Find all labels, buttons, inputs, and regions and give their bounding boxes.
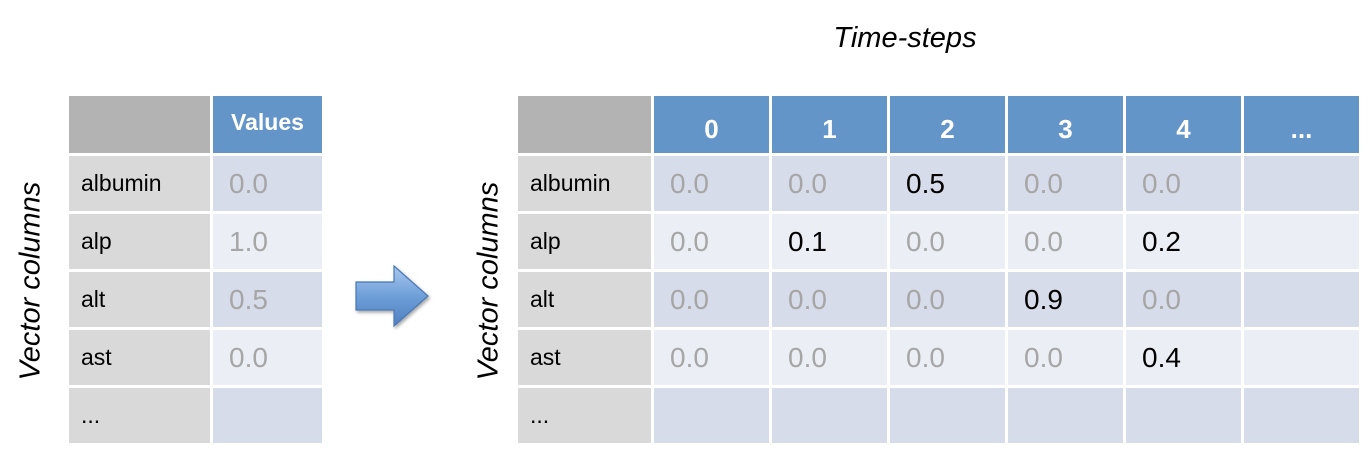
row-label: albumin bbox=[515, 153, 654, 214]
right-arrow-icon bbox=[355, 264, 429, 328]
value-cell bbox=[1123, 385, 1244, 446]
value-cell bbox=[1241, 269, 1362, 330]
value-cell: 0.0 bbox=[210, 327, 325, 388]
value-cell: 0.5 bbox=[887, 153, 1008, 214]
value-cell: 0.0 bbox=[769, 153, 890, 214]
table-row: alt 0.0 0.0 0.0 0.9 0.0 bbox=[515, 269, 1362, 330]
table-row: albumin 0.0 0.0 0.5 0.0 0.0 bbox=[515, 153, 1362, 214]
value-cell bbox=[769, 385, 890, 446]
value-cell: 0.0 bbox=[769, 327, 890, 388]
table-row: alp 1.0 bbox=[66, 211, 325, 272]
time-step-header: 4 bbox=[1123, 93, 1244, 156]
time-steps-table-corner bbox=[515, 93, 654, 156]
row-label: ... bbox=[66, 385, 213, 446]
table-row: alt 0.5 bbox=[66, 269, 325, 330]
value-cell: 0.9 bbox=[1005, 269, 1126, 330]
value-cell: 0.5 bbox=[210, 269, 325, 330]
value-cell bbox=[1241, 327, 1362, 388]
left-vector-columns-label: Vector columns bbox=[14, 181, 47, 381]
value-cell: 0.0 bbox=[887, 211, 1008, 272]
value-cell: 0.0 bbox=[769, 269, 890, 330]
table-row: ... bbox=[66, 385, 325, 446]
value-cell: 0.0 bbox=[887, 327, 1008, 388]
value-cell: 0.0 bbox=[1123, 269, 1244, 330]
value-cell: 0.4 bbox=[1123, 327, 1244, 388]
time-step-header: 3 bbox=[1005, 93, 1126, 156]
value-cell: 1.0 bbox=[210, 211, 325, 272]
value-cell bbox=[651, 385, 772, 446]
table-row: ast 0.0 0.0 0.0 0.0 0.4 bbox=[515, 327, 1362, 388]
table-row: ast 0.0 bbox=[66, 327, 325, 388]
value-cell: 0.0 bbox=[651, 211, 772, 272]
row-label: ast bbox=[515, 327, 654, 388]
right-vector-columns-label: Vector columns bbox=[472, 181, 505, 381]
value-cell bbox=[1241, 153, 1362, 214]
value-cell: 0.2 bbox=[1123, 211, 1244, 272]
value-cell: 0.0 bbox=[1005, 211, 1126, 272]
value-cell: 0.0 bbox=[651, 269, 772, 330]
value-cell bbox=[1241, 211, 1362, 272]
value-cell bbox=[1005, 385, 1126, 446]
time-step-header: 0 bbox=[651, 93, 772, 156]
row-label: ast bbox=[66, 327, 213, 388]
value-cell bbox=[1241, 385, 1362, 446]
row-label: ... bbox=[515, 385, 654, 446]
time-steps-table: 0 1 2 3 4 ... albumin 0.0 0.0 0.5 0.0 0.… bbox=[515, 93, 1362, 446]
table-row: albumin 0.0 bbox=[66, 153, 325, 214]
row-label: alp bbox=[515, 211, 654, 272]
value-cell: 0.0 bbox=[210, 153, 325, 214]
values-table-header-row: Values bbox=[66, 93, 325, 156]
values-table-corner bbox=[66, 93, 213, 156]
value-cell bbox=[887, 385, 1008, 446]
time-steps-title: Time-steps bbox=[833, 22, 977, 54]
value-cell bbox=[210, 385, 325, 446]
value-cell: 0.0 bbox=[651, 153, 772, 214]
value-cell: 0.0 bbox=[1123, 153, 1244, 214]
values-header: Values bbox=[210, 93, 325, 156]
row-label: albumin bbox=[66, 153, 213, 214]
time-steps-header-row: 0 1 2 3 4 ... bbox=[515, 93, 1362, 156]
value-cell: 0.0 bbox=[651, 327, 772, 388]
table-row: alp 0.0 0.1 0.0 0.0 0.2 bbox=[515, 211, 1362, 272]
row-label: alt bbox=[66, 269, 213, 330]
value-cell: 0.0 bbox=[887, 269, 1008, 330]
value-cell: 0.0 bbox=[1005, 153, 1126, 214]
row-label: alp bbox=[66, 211, 213, 272]
values-table: Values albumin 0.0 alp 1.0 alt 0.5 ast 0… bbox=[66, 93, 325, 446]
value-cell: 0.1 bbox=[769, 211, 890, 272]
time-step-header: 2 bbox=[887, 93, 1008, 156]
value-cell: 0.0 bbox=[1005, 327, 1126, 388]
time-step-header: 1 bbox=[769, 93, 890, 156]
row-label: alt bbox=[515, 269, 654, 330]
time-step-header: ... bbox=[1241, 93, 1362, 156]
table-row: ... bbox=[515, 385, 1362, 446]
